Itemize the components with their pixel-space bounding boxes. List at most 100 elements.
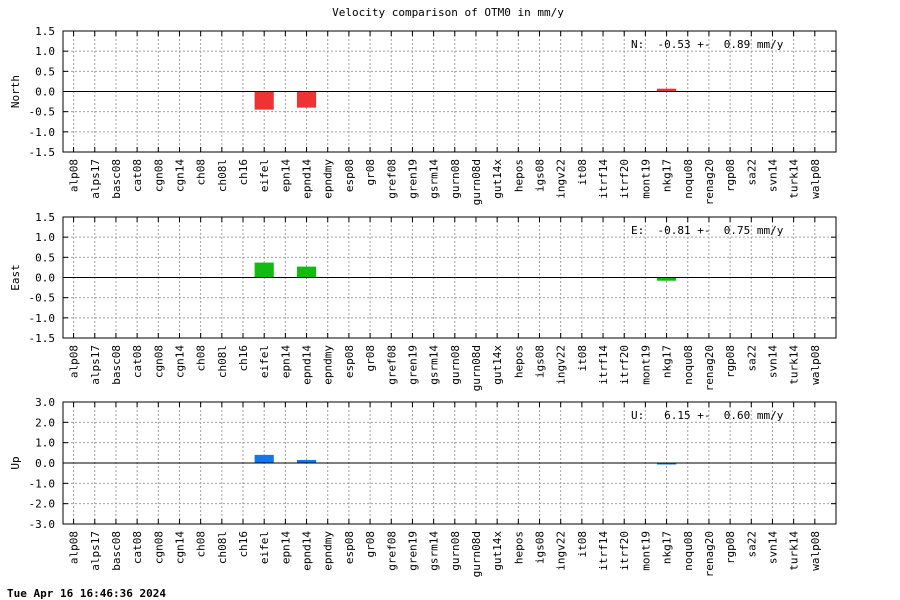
x-tick-label: cgn14 <box>173 345 186 378</box>
x-tick-label: hepos <box>512 159 525 192</box>
x-tick-label: noqu08 <box>682 531 695 571</box>
x-tick-label: ch16 <box>237 345 250 372</box>
x-tick-label: gren19 <box>406 531 419 571</box>
x-tick-label: it08 <box>576 531 589 558</box>
bar-eifel <box>254 454 274 463</box>
y-tick-label: -3.0 <box>29 518 56 531</box>
x-tick-label: epnd14 <box>301 159 314 199</box>
y-tick-label: 0.0 <box>35 272 55 285</box>
x-tick-label: cat08 <box>131 159 144 192</box>
y-axis-label: East <box>9 264 22 291</box>
x-tick-label: itrf20 <box>618 531 631 571</box>
bar-eifel <box>254 91 274 110</box>
x-tick-label: walp08 <box>809 345 822 385</box>
x-tick-label: nkg17 <box>661 159 674 192</box>
y-tick-label: 0.5 <box>35 251 55 264</box>
x-tick-label: sa22 <box>745 345 758 372</box>
stats-annotation: E: -0.81 +- 0.75 mm/y <box>631 224 784 237</box>
x-tick-label: walp08 <box>809 531 822 571</box>
y-tick-label: 1.0 <box>35 437 55 450</box>
x-tick-label: nkg17 <box>661 345 674 378</box>
x-tick-label: gurn08d <box>470 159 483 205</box>
y-tick-label: -1.5 <box>29 332 56 345</box>
x-tick-label: alps17 <box>89 531 102 571</box>
x-tick-label: cgn08 <box>152 159 165 192</box>
y-tick-label: -1.0 <box>29 312 56 325</box>
plot-frame <box>62 216 837 339</box>
x-tick-label: gr08 <box>364 531 377 558</box>
x-tick-label: ch16 <box>237 159 250 186</box>
bar-nkg17 <box>656 88 677 92</box>
y-tick-label: 1.5 <box>35 211 55 224</box>
x-tick-label: hepos <box>512 345 525 378</box>
y-axis-label: Up <box>9 456 22 469</box>
stats-annotation: N: -0.53 +- 0.89 mm/y <box>631 38 784 51</box>
x-tick-label: gut14x <box>491 531 504 571</box>
x-tick-label: gut14x <box>491 345 504 385</box>
x-tick-label: cat08 <box>131 345 144 378</box>
x-tick-label: eifel <box>258 159 271 192</box>
panel-east: 1.5 1.0 0.5 0.0 -0.5 -1.0 -1.5 alp08 alps17 basc0… <box>9 211 837 391</box>
bar-epnd14 <box>296 459 317 463</box>
plot-frame <box>62 401 837 525</box>
panel-up: 3.0 2.0 1.0 0.0 -1.0 -2.0 -3.0 alp08 alps17 basc0… <box>9 396 837 577</box>
x-tick-label: alp08 <box>68 159 81 192</box>
x-tick-label: gr08 <box>364 159 377 186</box>
x-tick-label: mont19 <box>639 345 652 385</box>
x-tick-label: gren19 <box>406 345 419 385</box>
x-tick-label: cgn08 <box>152 531 165 564</box>
x-tick-label: gurn08 <box>449 159 462 199</box>
x-tick-label: ch08l <box>216 531 229 564</box>
x-tick-label: epnd14 <box>301 531 314 571</box>
x-tick-label: itrf20 <box>618 159 631 199</box>
x-tick-label: cgn14 <box>173 159 186 192</box>
x-tick-label: basc08 <box>110 531 123 571</box>
y-tick-label: -1.5 <box>29 146 56 159</box>
x-tick-label: gsrm14 <box>428 159 441 199</box>
x-tick-label: alp08 <box>68 531 81 564</box>
bar-nkg17 <box>656 463 677 465</box>
x-tick-label: gsrm14 <box>428 345 441 385</box>
bar-nkg17 <box>656 277 677 281</box>
x-tick-label: it08 <box>576 345 589 372</box>
x-tick-label: turk14 <box>788 159 801 199</box>
x-tick-label: ch08 <box>195 531 208 558</box>
x-tick-label: ch08l <box>216 345 229 378</box>
x-tick-label: alp08 <box>68 345 81 378</box>
x-tick-label: esp08 <box>343 159 356 192</box>
x-tick-label: gurn08 <box>449 345 462 385</box>
x-tick-label: gurn08d <box>470 531 483 577</box>
x-tick-label: basc08 <box>110 159 123 199</box>
x-tick-label: itrf14 <box>597 159 610 199</box>
y-tick-label: 1.5 <box>35 25 55 38</box>
x-tick-label: nkg17 <box>661 531 674 564</box>
x-tick-label: epnd14 <box>301 345 314 385</box>
x-tick-label: mont19 <box>639 159 652 199</box>
x-tick-label: ingv22 <box>555 531 568 571</box>
x-tick-label: rgp08 <box>724 345 737 378</box>
x-tick-label: eifel <box>258 345 271 378</box>
x-tick-label: esp08 <box>343 531 356 564</box>
x-tick-label: ch08 <box>195 345 208 372</box>
x-tick-label: svn14 <box>766 345 779 378</box>
x-tick-label: ingv22 <box>555 159 568 199</box>
y-tick-label: -1.0 <box>29 477 56 490</box>
bar-eifel <box>254 262 274 278</box>
x-tick-label: noqu08 <box>682 159 695 199</box>
x-tick-label: igs08 <box>534 531 547 564</box>
x-tick-label: cgn14 <box>173 531 186 564</box>
x-tick-label: ch08 <box>195 159 208 186</box>
y-tick-label: 0.0 <box>35 457 55 470</box>
x-tick-label: turk14 <box>788 531 801 571</box>
x-tick-label: renag20 <box>703 159 716 205</box>
y-tick-label: -0.5 <box>29 106 56 119</box>
y-tick-label: 0.5 <box>35 65 55 78</box>
x-tick-label: gurn08d <box>470 345 483 391</box>
x-tick-label: rgp08 <box>724 159 737 192</box>
x-tick-label: itrf14 <box>597 345 610 385</box>
x-tick-label: gref08 <box>385 531 398 571</box>
x-tick-label: it08 <box>576 159 589 186</box>
x-tick-label: turk14 <box>788 345 801 385</box>
plot-frame <box>62 30 837 153</box>
